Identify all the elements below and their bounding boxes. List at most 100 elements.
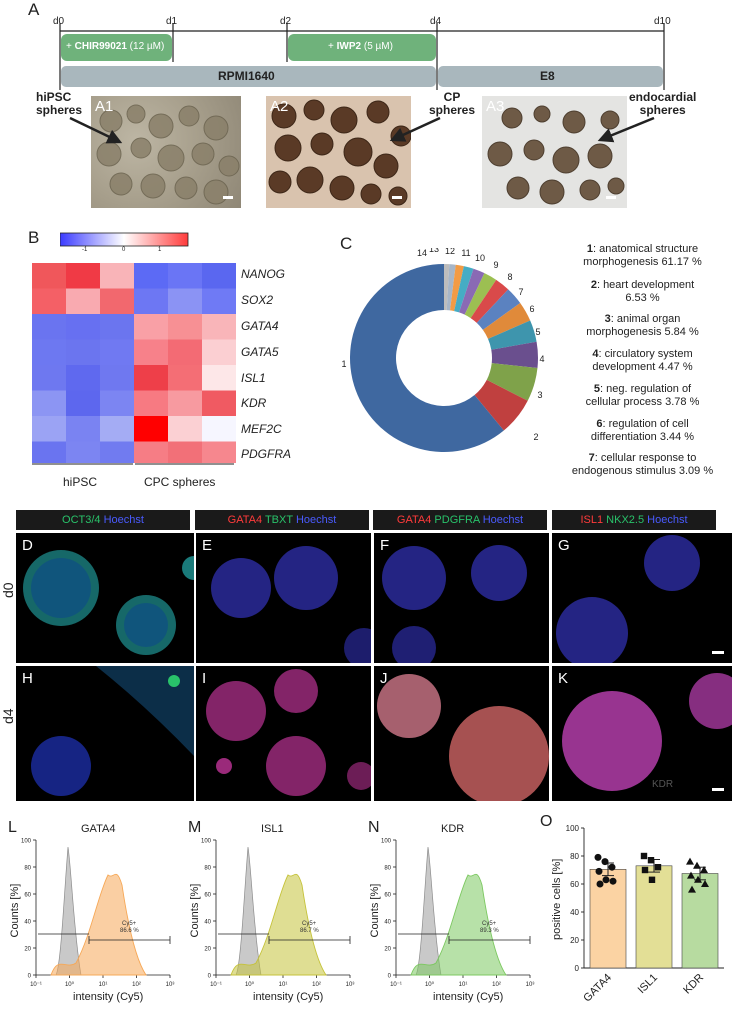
go-term: 6: regulation of cell differentiation 3.4… (590, 418, 695, 443)
y-tick-label: 0 (208, 974, 212, 980)
flow-title: KDR (441, 823, 464, 835)
donut-segment (488, 320, 537, 350)
heatmap-cell (66, 416, 100, 442)
heatmap-colorbar (60, 232, 189, 247)
sublabel-a1: A1 (95, 98, 114, 115)
data-point (694, 875, 702, 883)
y-tick-label: 40 (24, 920, 31, 926)
rpmi-bar (61, 66, 436, 87)
gate-label: Cy5+ (482, 921, 497, 927)
gene-label: MEF2C (241, 422, 282, 436)
image-f: F (374, 533, 549, 663)
data-point (647, 857, 655, 864)
kdr-watermark: KDR (652, 779, 674, 790)
heatmap-cell (100, 288, 134, 314)
heatmap-cell (134, 263, 168, 289)
gate-label: Cy5+ (302, 921, 317, 927)
donut-label: 6 (529, 304, 534, 314)
x-tick-label: 10² (492, 982, 501, 988)
isotype-histogram (415, 846, 442, 976)
heatmap-cell (66, 365, 100, 391)
x-tick-label: 10³ (526, 982, 535, 988)
x-tick-label: 10² (312, 982, 321, 988)
donut-segment (350, 264, 504, 452)
image-h: H (16, 666, 194, 801)
data-point (601, 858, 609, 866)
donut-segment (459, 268, 485, 315)
gate-percent: 89.3 % (480, 928, 499, 934)
donut-label: 4 (539, 354, 544, 364)
panel-label-h: H (22, 670, 33, 687)
gene-label: GATA5 (241, 345, 279, 359)
y-tick-label: 20 (384, 947, 391, 953)
data-point (648, 876, 656, 883)
panel-label-j: J (380, 670, 388, 687)
y-tick-label: 20 (204, 947, 211, 953)
flow-panel-label: N (368, 819, 380, 836)
data-point (641, 866, 649, 874)
stained-histogram (230, 873, 327, 976)
group-label: hiPSC (63, 475, 98, 489)
isotype-histogram (55, 846, 82, 976)
donut-segment (454, 266, 474, 313)
colorbar-tick: 0 (122, 247, 126, 253)
x-tick-label: KDR (681, 972, 706, 997)
y-axis-label: Counts [%] (9, 884, 21, 938)
data-point (693, 861, 701, 869)
e8-label: E8 (540, 69, 555, 83)
rpmi-label: RPMI1640 (218, 69, 275, 83)
sublabel-a2: A2 (270, 98, 289, 115)
y-tick-label: 60 (204, 893, 211, 899)
y-tick-label: 0 (575, 964, 580, 973)
flow-title: GATA4 (81, 823, 115, 835)
donut-label: 9 (493, 260, 498, 270)
y-tick-label: 0 (28, 974, 32, 980)
gene-label: SOX2 (241, 293, 274, 307)
data-point (688, 885, 696, 893)
donut-segment (476, 289, 521, 330)
data-point (701, 880, 709, 887)
photo-a1: A1 (91, 96, 241, 208)
heatmap-cell (202, 365, 236, 391)
heatmap-cell (202, 314, 236, 340)
x-axis-label: intensity (Cy5) (253, 991, 323, 1003)
day-label: d0 (53, 16, 65, 27)
colorbar-tick: 1 (158, 247, 162, 253)
donut-label: 11 (461, 248, 470, 258)
chir-label: + CHIR99021 (12 µM) (66, 41, 165, 52)
heatmap-cell (202, 390, 236, 416)
panel-label-c: C (340, 234, 353, 253)
go-term: 2: heart development 6.53 % (590, 279, 695, 304)
heatmap-cell (202, 441, 236, 463)
positive-cells-chart: O 0 20 40 60 80 100 positive cells [%] GATA4 ISL1… (540, 813, 724, 1004)
panel-label-g: G (558, 537, 570, 554)
heatmap-cell (168, 314, 202, 340)
y-tick-label: 100 (566, 824, 580, 833)
stained-histogram (410, 873, 507, 976)
heatmap-cell (100, 441, 134, 463)
day-label: d2 (280, 16, 292, 27)
y-tick-label: 40 (570, 908, 579, 917)
data-point (686, 857, 694, 865)
colorbar-tick: -1 (82, 247, 88, 253)
x-tick-label: ISL1 (636, 972, 660, 996)
x-tick-label: 10³ (346, 982, 355, 988)
flow-panel: L GATA4 0 20 40 60 80 100 10⁻¹ 10⁰ 10¹ 10² 10³ Counts… (8, 819, 174, 1003)
x-tick-label: 10⁻¹ (210, 982, 222, 988)
image-k: K KDR (552, 666, 732, 801)
heatmap-cell (66, 390, 100, 416)
flow-panel-label: M (188, 819, 201, 836)
x-tick-label: 10¹ (99, 982, 108, 988)
heatmap-cell (202, 339, 236, 365)
heatmap-cell (100, 390, 134, 416)
day-label: d4 (430, 16, 442, 27)
panel-label-a: A (28, 0, 40, 19)
heatmap-cell (66, 288, 100, 314)
gene-label: KDR (241, 396, 267, 410)
timeline-diagram (59, 23, 665, 90)
gene-label: NANOG (241, 267, 286, 281)
heatmap-cell (168, 263, 202, 289)
bar (681, 873, 719, 969)
group-label: CPC spheres (144, 475, 216, 489)
data-point (687, 871, 695, 879)
